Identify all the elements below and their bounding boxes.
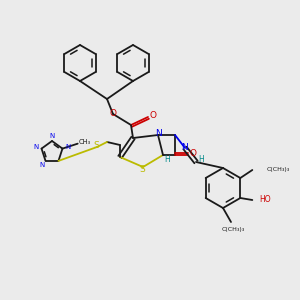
Text: N: N bbox=[50, 133, 55, 139]
Text: C(CH₃)₃: C(CH₃)₃ bbox=[266, 167, 289, 172]
Text: N: N bbox=[40, 162, 45, 168]
Text: H: H bbox=[198, 154, 204, 164]
Text: HO: HO bbox=[259, 196, 271, 205]
Text: N: N bbox=[65, 144, 70, 150]
Text: S: S bbox=[93, 142, 99, 151]
Text: CH₃: CH₃ bbox=[78, 140, 90, 146]
Text: C(CH₃)₃: C(CH₃)₃ bbox=[221, 226, 244, 232]
Text: N: N bbox=[182, 142, 188, 152]
Text: N: N bbox=[34, 144, 39, 150]
Text: H: H bbox=[164, 155, 170, 164]
Text: O: O bbox=[110, 109, 116, 118]
Text: N: N bbox=[156, 128, 162, 137]
Text: S: S bbox=[139, 164, 145, 173]
Text: O: O bbox=[149, 110, 157, 119]
Text: O: O bbox=[190, 149, 196, 158]
